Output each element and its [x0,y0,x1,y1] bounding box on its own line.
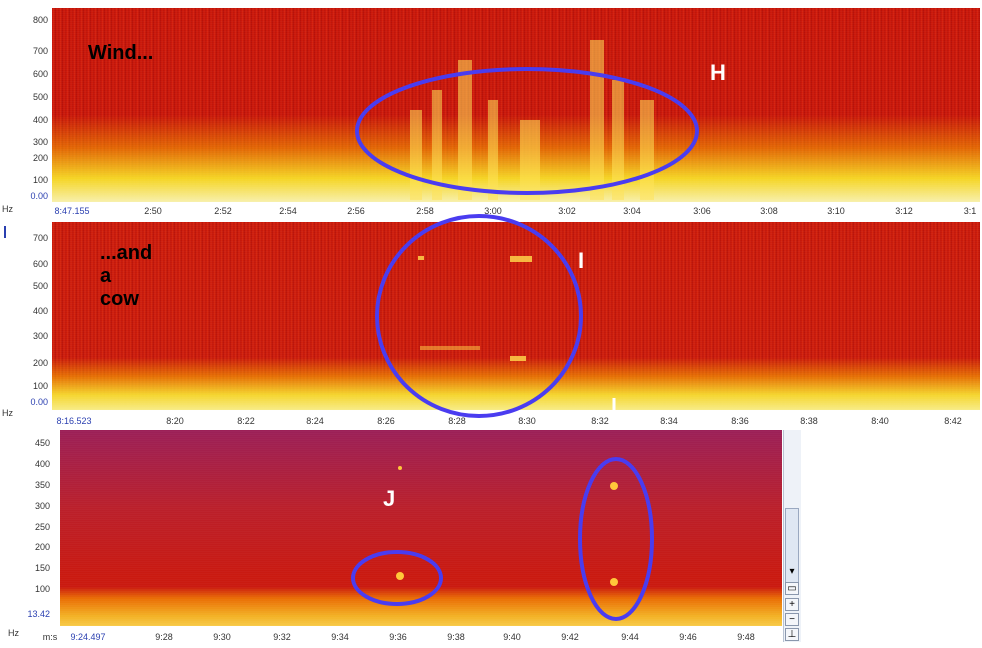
y-tick: 700 [32,46,48,56]
x-tick: 3:02 [558,206,576,216]
annotation-wind: Wind... [88,42,154,64]
x-tick: 3:08 [760,206,778,216]
x-tick: 2:52 [214,206,232,216]
x-axis-j: m:s 9:24.497 9:28 9:30 9:32 9:34 9:36 9:… [43,631,782,645]
x-tick: 9:42 [561,632,579,642]
y-tick: 0.00 [30,191,48,201]
x-tick: 2:50 [144,206,162,216]
collapse-button[interactable]: ▭ [785,582,799,595]
x-tick: 8:24 [306,416,324,426]
panel-letter-j: J [383,486,396,511]
x-tick: 8:34 [660,416,678,426]
y-axis-i: 700 600 500 400 300 200 100 0.00 [22,222,50,412]
y-tick: 400 [32,306,48,316]
y-axis-h: 800 700 600 500 400 300 200 100 0.00 [22,8,50,202]
spectrogram-image-i [52,222,980,410]
unit-label-j: Hz [8,628,19,638]
zoom-in-button[interactable]: + [785,598,799,611]
y-tick: 450 [34,438,50,448]
unit-label-i: Hz [2,408,13,418]
y-tick: 250 [34,522,50,532]
highlight-ellipse-j2 [578,457,654,621]
x-tick: 9:36 [389,632,407,642]
x-tick: 8:40 [871,416,889,426]
divider-mark [4,226,6,238]
x-tick: 8:42 [944,416,962,426]
x-tick: 3:10 [827,206,845,216]
highlight-ellipse-j1 [351,550,443,606]
x-unit-label: m:s [42,632,58,642]
y-tick: 0.00 [30,397,48,407]
x-tick: 8:22 [237,416,255,426]
wind-plumes [410,40,654,200]
x-start-label: 8:16.523 [56,416,92,426]
x-tick: 9:32 [273,632,291,642]
y-tick: 100 [32,381,48,391]
y-tick: 300 [32,137,48,147]
annotation-cow: ...and a cow [100,242,153,310]
call-spots [396,466,618,586]
y-tick: 100 [34,584,50,594]
x-tick: 3:1 [963,206,977,216]
y-tick: 200 [32,358,48,368]
y-tick: 500 [32,92,48,102]
cow-harmonics [418,256,532,361]
x-tick: 9:44 [621,632,639,642]
y-tick: 300 [32,331,48,341]
x-tick: 8:38 [800,416,818,426]
x-tick: 8:36 [731,416,749,426]
x-tick: 3:04 [623,206,641,216]
y-tick: 400 [32,115,48,125]
y-tick: 500 [32,281,48,291]
y-axis-j: 450 400 350 300 250 200 150 100 13.42 [24,430,52,626]
x-tick: 9:46 [679,632,697,642]
x-tick: 9:38 [447,632,465,642]
scroll-down-button[interactable]: ▾ [789,566,795,577]
scroll-end-button[interactable]: ⊥ [785,628,799,641]
x-tick: 8:32 [591,416,609,426]
spectrogram-image-j [60,430,782,626]
highlight-ellipse-i [375,214,583,418]
panel-letter-i: I [578,248,585,273]
x-tick: 8:26 [377,416,395,426]
x-tick: 2:54 [279,206,297,216]
y-tick: 600 [32,259,48,269]
x-tick: 3:12 [895,206,913,216]
x-axis-h: 8:47.155 2:50 2:52 2:54 2:56 2:58 3:00 3… [52,205,980,219]
y-tick: 800 [32,15,48,25]
spectrogram-image-h [52,8,980,202]
y-tick: 150 [34,563,50,573]
y-tick: 100 [32,175,48,185]
y-tick: 13.42 [27,609,50,619]
x-tick: 3:06 [693,206,711,216]
x-tick: 9:40 [503,632,521,642]
x-tick: 8:30 [518,416,536,426]
x-start-label: 9:24.497 [70,632,106,642]
y-tick: 300 [34,501,50,511]
highlight-ellipse-h [355,67,699,195]
zoom-out-button[interactable]: − [785,613,799,626]
x-tick: 9:28 [155,632,173,642]
x-tick: 8:28 [448,416,466,426]
y-tick: 400 [34,459,50,469]
y-tick: 200 [34,542,50,552]
panel-letter-h: H [710,60,726,85]
x-start-label: 8:47.155 [54,206,90,216]
x-tick: 9:30 [213,632,231,642]
x-tick: 9:48 [737,632,755,642]
x-tick: 3:00 [484,206,502,216]
x-tick: 8:20 [166,416,184,426]
y-tick: 200 [32,153,48,163]
x-axis-i: 8:16.523 8:20 8:22 8:24 8:26 8:28 8:30 8… [52,415,980,429]
y-tick: 600 [32,69,48,79]
y-tick: 350 [34,480,50,490]
x-tick: 2:56 [347,206,365,216]
y-tick: 700 [32,233,48,243]
x-tick: 9:34 [331,632,349,642]
x-tick: 2:58 [416,206,434,216]
unit-label-h: Hz [2,204,13,214]
vertical-scrollbar[interactable]: ▾ ▭ + − ⊥ [783,430,801,642]
